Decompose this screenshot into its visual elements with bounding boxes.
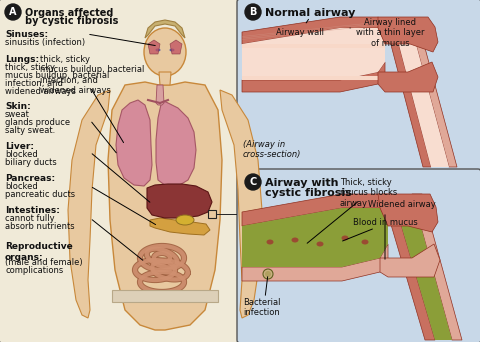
Text: Airway lined
with a thin layer
of mucus: Airway lined with a thin layer of mucus [350,18,424,48]
Text: glands produce: glands produce [5,118,70,127]
Polygon shape [242,76,385,80]
Text: (male and female): (male and female) [5,258,83,267]
Text: Skin:: Skin: [5,102,31,111]
Text: C: C [250,177,257,187]
Polygon shape [108,82,222,330]
Polygon shape [393,22,449,167]
Bar [208,210,216,218]
Text: complications: complications [5,266,63,275]
Polygon shape [68,90,110,318]
Polygon shape [116,100,152,186]
Polygon shape [150,218,210,235]
Polygon shape [378,194,438,232]
Text: Liver:: Liver: [5,142,34,151]
Text: Airway wall: Airway wall [276,19,324,37]
Text: mucus buildup, bacterial: mucus buildup, bacterial [5,71,109,80]
Text: Pancreas:: Pancreas: [5,174,55,183]
Text: Bacterial
infection: Bacterial infection [243,298,280,317]
Text: B: B [249,7,257,17]
Circle shape [263,269,273,279]
Polygon shape [170,40,182,54]
Ellipse shape [266,239,274,245]
Ellipse shape [361,239,369,245]
Polygon shape [159,72,171,85]
Polygon shape [220,90,262,318]
FancyBboxPatch shape [237,0,480,173]
Text: Intestines:: Intestines: [5,206,60,215]
Text: blocked: blocked [5,150,38,159]
Text: (Airway in
cross-section): (Airway in cross-section) [243,140,301,159]
Ellipse shape [169,49,175,52]
Polygon shape [242,17,385,44]
Polygon shape [410,22,457,167]
Polygon shape [242,44,385,48]
Text: biliary ducts: biliary ducts [5,158,57,167]
Text: Airway with: Airway with [265,178,338,188]
Polygon shape [242,28,385,80]
Text: salty sweat.: salty sweat. [5,126,55,135]
FancyBboxPatch shape [237,169,480,342]
Text: Thick, sticky
mucus blocks
airway: Thick, sticky mucus blocks airway [340,178,397,208]
Circle shape [265,271,271,277]
Ellipse shape [316,241,324,247]
Ellipse shape [144,28,186,76]
Text: A: A [9,7,17,17]
Text: infection, and: infection, and [5,79,63,88]
Polygon shape [156,100,196,186]
Polygon shape [380,244,440,277]
Text: by cystic fibrosis: by cystic fibrosis [25,16,119,26]
Polygon shape [242,194,388,226]
Text: thick, sticky: thick, sticky [5,63,55,72]
Text: Lungs:: Lungs: [5,55,39,64]
Ellipse shape [291,237,299,242]
Text: cannot fully: cannot fully [5,214,55,223]
Text: thick, sticky
mucus buildup, bacterial
infection, and
widened airways: thick, sticky mucus buildup, bacterial i… [40,55,144,95]
Polygon shape [392,194,452,340]
Text: cystic fibrosis: cystic fibrosis [265,188,352,198]
Circle shape [245,174,261,190]
Text: Organs affected: Organs affected [25,8,113,18]
Polygon shape [242,208,388,267]
Polygon shape [378,62,438,92]
Ellipse shape [176,215,194,225]
Polygon shape [148,40,160,54]
Circle shape [245,4,261,20]
Ellipse shape [341,236,348,240]
Text: widened airways: widened airways [5,87,76,96]
Text: Normal airway: Normal airway [265,8,355,18]
Polygon shape [378,17,438,52]
Polygon shape [112,290,218,302]
Polygon shape [147,184,212,218]
Circle shape [5,4,21,20]
Text: absorb nutrients: absorb nutrients [5,222,74,231]
Polygon shape [385,22,431,167]
Polygon shape [412,194,462,340]
Polygon shape [145,20,185,38]
Text: sinusitis (infection): sinusitis (infection) [5,38,85,47]
Polygon shape [242,62,385,92]
FancyBboxPatch shape [0,0,239,342]
Text: blocked: blocked [5,182,38,191]
Text: Widened airway: Widened airway [368,200,436,209]
Polygon shape [242,244,388,281]
Text: Reproductive
organs:: Reproductive organs: [5,242,73,262]
Polygon shape [156,85,164,105]
Text: pancreatic ducts: pancreatic ducts [5,190,75,199]
Ellipse shape [156,49,160,52]
Text: Sinuses:: Sinuses: [5,30,48,39]
Text: sweat: sweat [5,110,30,119]
Polygon shape [382,194,435,340]
Text: Blood in mucus: Blood in mucus [353,218,418,227]
